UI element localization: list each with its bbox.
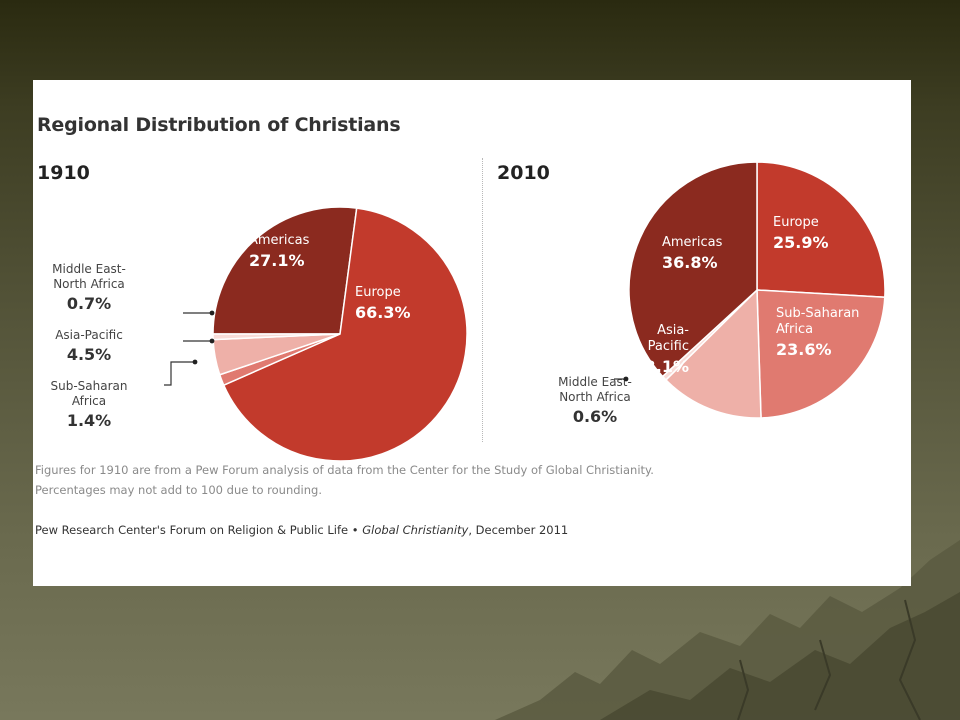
source-prefix: Pew Research Center's Forum on Religion … [35, 523, 363, 537]
slice-label-2010-americas: Americas [662, 235, 723, 250]
leader-dot-1910-middle-east-north-africa [209, 310, 215, 316]
slice-label-1910-middle-east-north-africa: Middle East- [52, 262, 126, 276]
slice-label-2010-asia-pacific: Pacific [648, 339, 689, 354]
chart-title-1910: 1910 [37, 162, 90, 184]
pie-slice-1910-europe [222, 207, 468, 462]
slice-label-1910-middle-east-north-africa: North Africa [53, 277, 125, 291]
pie-chart-1910: Americas 27.1% Europe 66.3% Sub-SaharanAfric… [51, 206, 468, 462]
pie-charts: Americas27.1%Europe66.3%Sub-SaharanAfric… [51, 161, 886, 462]
leader-line-1910-sub-saharan-africa [164, 361, 195, 386]
slice-value-1910-sub-saharan-africa: 1.4% [67, 411, 111, 430]
slice-label-2010-middle-east-north-africa: Middle East- [558, 375, 632, 389]
slice-label-1910-europe: Europe [355, 285, 401, 300]
pie-slice-2010-sub-saharan-africa [756, 289, 886, 419]
source-title: Global Christianity [362, 523, 469, 537]
footnote-line-1: Figures for 1910 are from a Pew Forum an… [35, 463, 654, 477]
slice-value-1910-middle-east-north-africa: 0.7% [67, 294, 111, 313]
slice-label-2010-sub-saharan-africa: Africa [776, 322, 813, 337]
slice-label-1910-sub-saharan-africa: Africa [72, 394, 106, 408]
slice-value-2010-americas: 36.8% [662, 253, 718, 272]
slice-label-2010-sub-saharan-africa: Sub-Saharan [776, 306, 859, 321]
slice-label-1910-americas: Americas [249, 233, 310, 248]
slice-value-2010-asia-pacific: 13.1% [633, 357, 689, 376]
source-suffix: , December 2011 [468, 523, 569, 537]
slice-value-2010-sub-saharan-africa: 23.6% [776, 340, 832, 359]
pie-slice-1910-americas [212, 206, 358, 335]
slice-label-2010-europe: Europe [773, 215, 819, 230]
footnote-line-2: Percentages may not add to 100 due to ro… [35, 483, 322, 497]
leader-dot-2010-middle-east-north-africa [623, 376, 629, 382]
slice-value-2010-europe: 25.9% [773, 233, 829, 252]
chart-card: Regional Distribution of Christians 1910… [33, 80, 911, 586]
slice-value-1910-americas: 27.1% [249, 251, 305, 270]
slice-label-1910-asia-pacific: Asia-Pacific [55, 328, 123, 342]
leader-dot-1910-sub-saharan-africa [192, 359, 198, 365]
slice-label-2010-middle-east-north-africa: North Africa [559, 390, 631, 404]
pie-slice-2010-americas [628, 161, 758, 378]
chart-title-2010: 2010 [497, 162, 550, 184]
slice-label-2010-asia-pacific: Asia- [657, 323, 689, 338]
slice-value-1910-europe: 66.3% [355, 303, 411, 322]
slice-value-2010-middle-east-north-africa: 0.6% [573, 407, 617, 426]
source-credit: Pew Research Center's Forum on Religion … [35, 523, 568, 537]
chart-divider [482, 158, 483, 442]
card-title: Regional Distribution of Christians [37, 114, 401, 136]
pie-slice-2010-europe [756, 161, 886, 299]
pie-slice-2010-asia-pacific [664, 288, 762, 419]
slice-value-1910-asia-pacific: 4.5% [67, 345, 111, 364]
slice-label-1910-sub-saharan-africa: Sub-Saharan [51, 379, 128, 393]
leader-dot-1910-asia-pacific [209, 338, 215, 344]
